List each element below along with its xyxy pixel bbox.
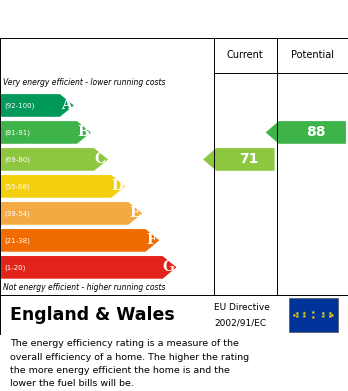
Text: Very energy efficient - lower running costs: Very energy efficient - lower running co…	[3, 78, 166, 87]
Text: (69-80): (69-80)	[4, 156, 30, 163]
Text: 88: 88	[306, 126, 326, 140]
Text: Potential: Potential	[291, 50, 334, 60]
Polygon shape	[1, 229, 159, 252]
Text: ★: ★	[327, 311, 332, 316]
Text: EU Directive: EU Directive	[214, 303, 270, 312]
Polygon shape	[1, 148, 108, 171]
Text: (21-38): (21-38)	[4, 237, 30, 244]
Polygon shape	[1, 202, 142, 225]
Text: (39-54): (39-54)	[4, 210, 30, 217]
Text: (1-20): (1-20)	[4, 264, 25, 271]
Text: ★: ★	[294, 314, 299, 319]
Text: (55-68): (55-68)	[4, 183, 30, 190]
Text: ★: ★	[327, 314, 332, 319]
Polygon shape	[1, 94, 74, 117]
Text: C: C	[95, 152, 106, 167]
Text: ★: ★	[321, 314, 325, 319]
Text: Not energy efficient - higher running costs: Not energy efficient - higher running co…	[3, 283, 166, 292]
Text: ★: ★	[311, 310, 316, 315]
Text: (81-91): (81-91)	[4, 129, 30, 136]
Bar	[289, 298, 338, 332]
Polygon shape	[1, 175, 125, 198]
Text: (92-100): (92-100)	[4, 102, 34, 109]
Text: B: B	[77, 126, 89, 140]
Text: G: G	[163, 260, 175, 274]
Text: Energy Efficiency Rating: Energy Efficiency Rating	[9, 10, 238, 28]
Text: A: A	[61, 99, 71, 113]
Text: ★: ★	[311, 315, 316, 320]
Polygon shape	[1, 256, 176, 279]
Text: ★: ★	[301, 310, 306, 316]
Text: ★: ★	[330, 312, 335, 317]
Polygon shape	[1, 121, 91, 144]
Text: ★: ★	[321, 310, 325, 316]
Text: ★: ★	[294, 311, 299, 316]
Text: E: E	[129, 206, 140, 221]
Text: The energy efficiency rating is a measure of the
overall efficiency of a home. T: The energy efficiency rating is a measur…	[10, 339, 250, 388]
Text: Current: Current	[227, 50, 264, 60]
Text: 2002/91/EC: 2002/91/EC	[214, 319, 266, 328]
Text: ★: ★	[301, 314, 306, 319]
Polygon shape	[266, 121, 346, 144]
Text: ★: ★	[292, 312, 296, 317]
Text: D: D	[111, 179, 124, 194]
Text: 71: 71	[239, 152, 259, 167]
Polygon shape	[203, 148, 275, 171]
Text: F: F	[147, 233, 157, 248]
Text: England & Wales: England & Wales	[10, 306, 175, 324]
